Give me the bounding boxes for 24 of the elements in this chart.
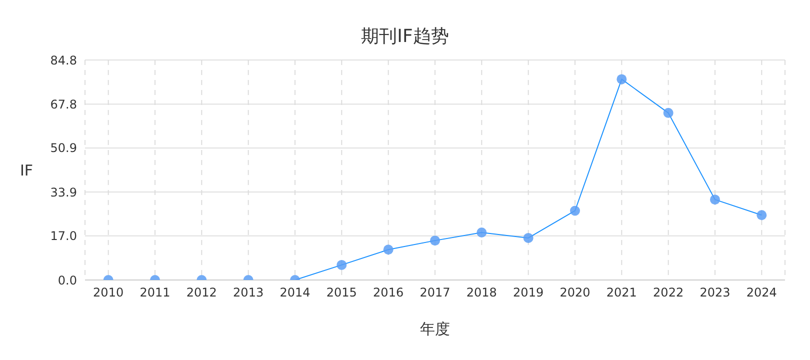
y-tick-label: 84.8 (50, 53, 77, 68)
x-tick-label: 2023 (700, 286, 730, 300)
y-tick-label: 0.0 (58, 273, 77, 288)
x-tick-label: 2022 (653, 286, 684, 300)
y-tick-label: 17.0 (50, 229, 77, 244)
x-tick-label: 2018 (466, 286, 497, 300)
x-tick-label: 2012 (186, 286, 217, 300)
x-tick-label: 2014 (280, 286, 310, 300)
x-tick-label: 2013 (233, 286, 264, 300)
x-tick-label: 2015 (326, 286, 357, 300)
x-tick-label: 2024 (746, 286, 777, 300)
chart-title: 期刊IF趋势 (360, 25, 450, 48)
x-axis-title: 年度 (420, 320, 450, 338)
y-tick-label: 33.9 (50, 185, 77, 200)
y-axis-title: IF (20, 161, 34, 180)
y-tick-label: 67.8 (50, 97, 77, 112)
x-tick-label: 2016 (373, 286, 404, 300)
y-tick-label: 50.9 (50, 141, 77, 156)
x-tick-label: 2020 (560, 286, 590, 300)
x-tick-label: 2017 (420, 286, 450, 300)
x-tick-label: 2010 (93, 286, 124, 300)
x-tick-label: 2021 (606, 286, 637, 300)
x-tick-label: 2011 (140, 286, 170, 300)
x-tick-label: 2019 (513, 286, 544, 300)
